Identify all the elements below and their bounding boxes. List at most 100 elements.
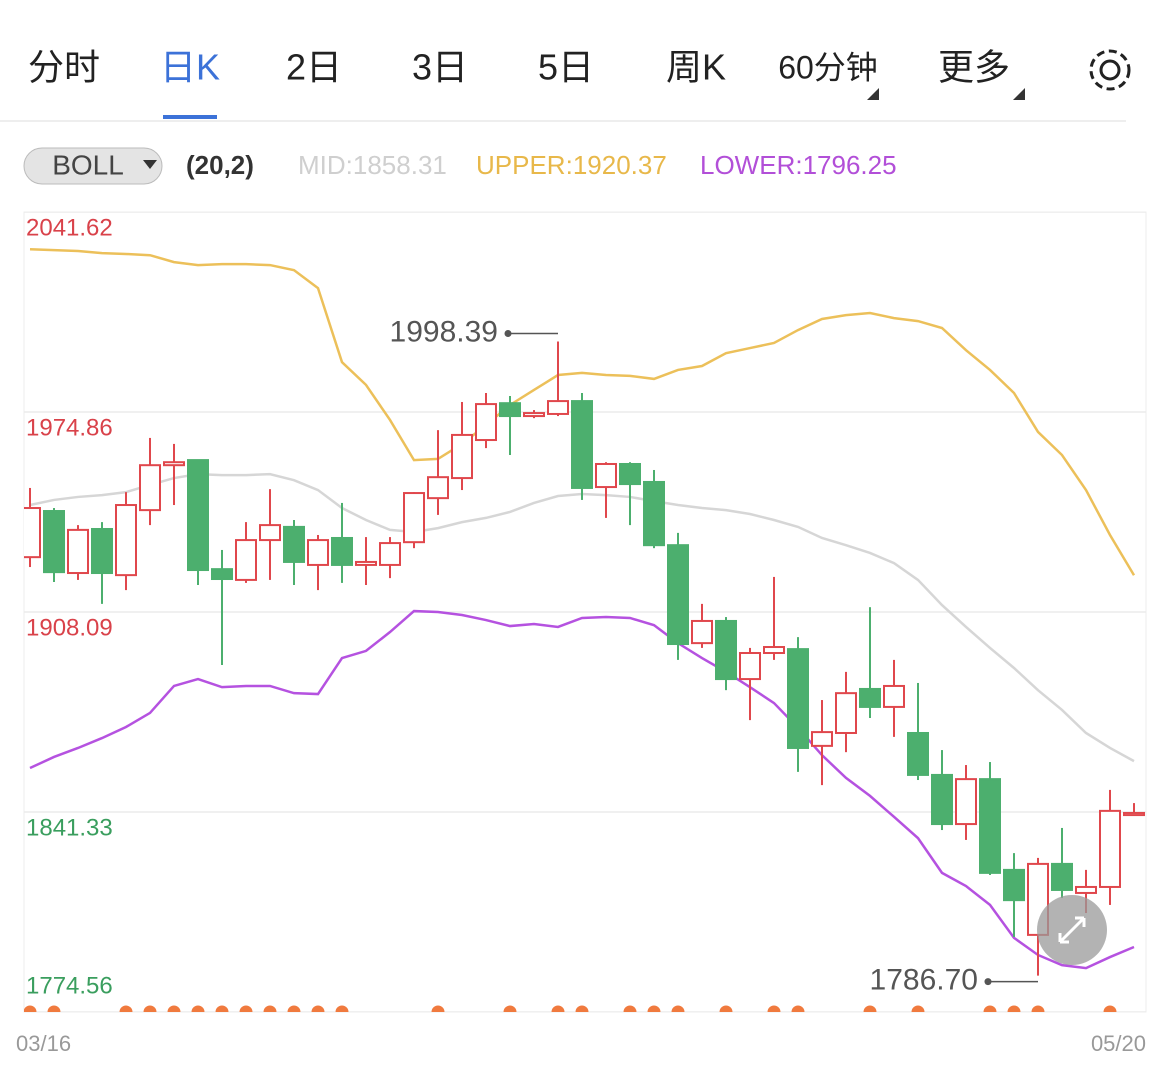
annotation-dot — [984, 978, 992, 986]
signal-dot — [623, 1005, 637, 1012]
signal-dot — [551, 1005, 565, 1012]
candle-body — [427, 476, 449, 500]
signal-dot — [1103, 1005, 1117, 1012]
x-tick-label: 05/20 — [1091, 1031, 1146, 1056]
legend-name: MID: — [298, 150, 353, 180]
tab[interactable]: 分时 — [28, 47, 100, 88]
signal-dot — [311, 1005, 325, 1012]
legend-entry: LOWER:1796.25 — [700, 150, 897, 180]
candle-body — [979, 778, 1001, 874]
active-tab-underline — [163, 115, 217, 119]
candle-body — [883, 684, 905, 708]
band-line — [29, 609, 1135, 970]
indicator-dropdown[interactable] — [23, 147, 163, 185]
candle-body — [115, 504, 137, 577]
dropdown-arrow — [143, 160, 157, 169]
candle-body — [1075, 885, 1097, 894]
candle-body — [787, 648, 809, 749]
signal-dot — [671, 1005, 685, 1012]
candle-body — [235, 539, 257, 581]
signal-dot — [143, 1005, 157, 1012]
candle-body — [451, 433, 473, 480]
candle-body — [43, 510, 65, 574]
band-line — [29, 247, 1136, 576]
candle-body — [811, 731, 833, 747]
candle-body — [859, 687, 881, 708]
tab[interactable]: 60分钟 — [778, 49, 878, 85]
signal-dot — [239, 1005, 253, 1012]
annotation: 1998.39 — [390, 315, 498, 348]
tab[interactable]: 日K — [160, 47, 220, 88]
candle-body — [187, 459, 209, 572]
legend-value: 1796.25 — [803, 150, 897, 180]
tab[interactable]: 3日 — [412, 47, 468, 88]
legend: MID:1858.31 UPPER:1920.37 LOWER:1796.25 — [298, 150, 897, 180]
candle-body — [283, 525, 305, 563]
expand-button[interactable] — [1037, 895, 1107, 965]
candle-body — [691, 619, 713, 645]
overlay: 1774.56 1841.33 1908.09 1974.86 2041.62 03/16… — [16, 214, 1146, 1055]
y-tick-label: 1974.86 — [26, 414, 113, 441]
signal-dot — [191, 1005, 205, 1012]
legend-name: LOWER: — [700, 150, 803, 180]
tab[interactable]: 5日 — [538, 47, 594, 88]
signal-dot — [983, 1005, 997, 1012]
candle-body — [163, 461, 185, 467]
signal-dot — [287, 1005, 301, 1012]
candle-body — [307, 539, 329, 566]
candle-body — [24, 507, 41, 559]
signal-dot — [791, 1005, 805, 1012]
tab[interactable]: 2日 — [286, 47, 342, 88]
annotation: 1786.70 — [870, 964, 978, 997]
candle-body — [835, 692, 857, 734]
signal-dot — [431, 1005, 445, 1012]
candle-body — [211, 568, 233, 581]
candle-body — [67, 528, 89, 575]
candle-body — [475, 403, 497, 442]
signal-dot — [647, 1005, 661, 1012]
indicator-name: BOLL — [52, 149, 124, 180]
signal-dot — [863, 1005, 877, 1012]
candle-body — [1123, 811, 1145, 817]
signal-dot — [1007, 1005, 1021, 1012]
settings-icon[interactable] — [1089, 49, 1131, 91]
x-tick-label: 03/16 — [16, 1031, 71, 1056]
signal-dot — [575, 1005, 589, 1012]
y-tick-label: 1774.56 — [26, 972, 113, 999]
tab-dropdown-arrow — [867, 88, 879, 100]
candle-body — [259, 524, 281, 542]
candle-body — [619, 462, 641, 486]
annotation-dot — [504, 329, 512, 337]
candle-body — [523, 412, 545, 418]
signal-dot — [167, 1005, 181, 1012]
signal-dot — [215, 1005, 229, 1012]
signal-dot — [719, 1005, 733, 1012]
candle-body — [571, 400, 593, 489]
candle-body — [715, 619, 737, 681]
signal-dot — [911, 1005, 925, 1012]
candle-body — [595, 462, 617, 489]
legend-entry: UPPER:1920.37 — [476, 150, 667, 180]
tab[interactable]: 周K — [666, 47, 726, 88]
legend-value: 1920.37 — [573, 150, 667, 180]
candle-body — [1051, 862, 1073, 891]
y-tick-label: 2041.62 — [26, 214, 113, 241]
candle-body — [355, 560, 377, 566]
candle-body — [643, 480, 665, 547]
candle-body — [379, 542, 401, 566]
candle-body — [763, 646, 785, 655]
candle-body — [1099, 809, 1121, 888]
legend-value: 1858.31 — [353, 150, 447, 180]
candle-body — [499, 402, 521, 418]
signal-dot — [47, 1005, 61, 1012]
tab-dropdown-arrow — [1013, 88, 1025, 100]
signal-dot — [263, 1005, 277, 1012]
indicator-params: (20,2) — [186, 150, 254, 180]
candle-body — [547, 400, 569, 415]
legend-entry: MID:1858.31 — [298, 150, 447, 180]
tab[interactable]: 更多 — [938, 47, 1010, 88]
plot — [24, 212, 1146, 1012]
signal-dot — [24, 1005, 37, 1012]
candle-body — [403, 492, 425, 544]
